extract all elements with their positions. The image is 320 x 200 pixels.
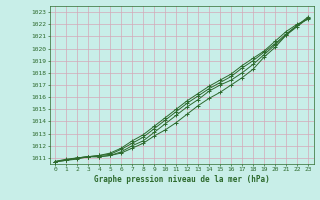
X-axis label: Graphe pression niveau de la mer (hPa): Graphe pression niveau de la mer (hPa) (94, 175, 269, 184)
